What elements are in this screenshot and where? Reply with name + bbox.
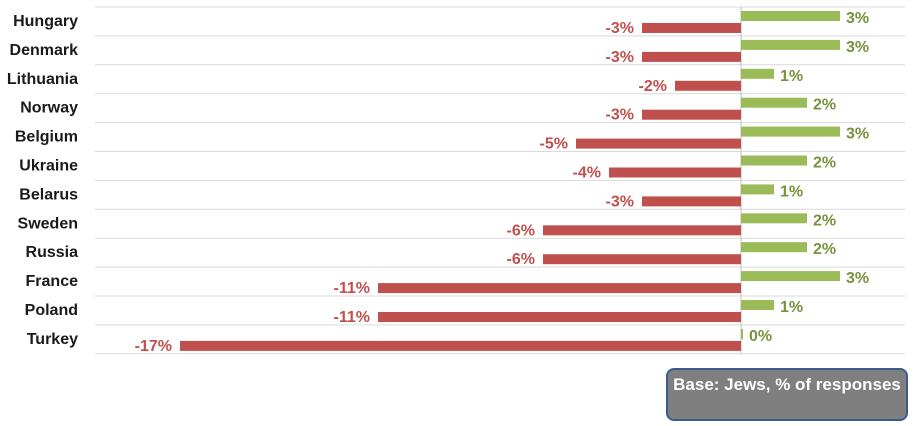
- positive-data-label: 3%: [846, 39, 869, 56]
- category-label: Hungary: [13, 13, 78, 30]
- category-label: Belarus: [19, 186, 78, 203]
- note-box: Base: Jews, % of responses: [666, 368, 908, 421]
- negative-data-label: -11%: [334, 280, 370, 297]
- category-label: Ukraine: [19, 158, 78, 175]
- negative-data-label: -2%: [639, 78, 667, 95]
- category-label: Denmark: [10, 42, 79, 59]
- positive-data-label: 0%: [749, 328, 772, 345]
- positive-data-label: 3%: [846, 10, 869, 27]
- negative-data-label: -3%: [606, 107, 634, 124]
- positive-bar: [741, 68, 774, 79]
- positive-data-label: 1%: [780, 183, 803, 200]
- negative-bar: [576, 138, 741, 149]
- positive-bar: [741, 328, 743, 339]
- positive-data-label: 1%: [780, 68, 803, 85]
- positive-bar: [741, 271, 840, 282]
- positive-bar: [741, 242, 807, 253]
- negative-data-label: -6%: [507, 251, 535, 268]
- positive-data-label: 1%: [780, 299, 803, 316]
- bars-group: [180, 11, 840, 351]
- positive-data-label: 2%: [813, 155, 836, 172]
- negative-bar: [378, 283, 741, 294]
- positive-data-label: 2%: [813, 97, 836, 114]
- category-label: Russia: [26, 244, 79, 261]
- positive-bar: [741, 213, 807, 224]
- negative-bar: [642, 196, 741, 207]
- note-text: Base: Jews, % of responses: [673, 375, 901, 394]
- negative-data-label: -3%: [606, 193, 634, 210]
- negative-data-label: -5%: [540, 136, 568, 153]
- positive-data-label: 2%: [813, 241, 836, 258]
- category-label: Belgium: [15, 129, 78, 146]
- negative-data-label: -6%: [507, 222, 535, 239]
- grid-lines: [95, 6, 905, 355]
- negative-bar: [642, 51, 741, 62]
- positive-bar: [741, 300, 774, 310]
- negative-data-label: -4%: [573, 165, 601, 182]
- positive-bar: [741, 39, 840, 50]
- negative-data-label: -3%: [606, 20, 634, 37]
- negative-bar: [180, 340, 741, 351]
- negative-bar: [378, 312, 741, 322]
- positive-bar: [741, 184, 774, 195]
- negative-bar: [675, 80, 741, 91]
- negative-bar: [609, 167, 741, 178]
- positive-bar: [741, 155, 807, 166]
- category-label: France: [26, 273, 79, 290]
- negative-bar: [543, 225, 741, 236]
- positive-data-label: 2%: [813, 212, 836, 229]
- positive-bar: [741, 11, 840, 21]
- positive-data-label: 3%: [846, 270, 869, 287]
- positive-data-label: 3%: [846, 126, 869, 143]
- negative-data-label: -3%: [606, 49, 634, 66]
- category-label: Poland: [25, 302, 78, 319]
- negative-data-label: -11%: [334, 309, 370, 326]
- positive-bar: [741, 97, 807, 108]
- negative-bar: [642, 23, 741, 33]
- category-label: Lithuania: [7, 71, 78, 88]
- category-label: Turkey: [27, 331, 78, 348]
- negative-bar: [642, 109, 741, 120]
- negative-bar: [543, 254, 741, 265]
- category-label: Norway: [20, 100, 78, 117]
- category-label: Sweden: [18, 215, 78, 232]
- positive-bar: [741, 126, 840, 137]
- labels-group: Hungary 3% -3% Denmark 3% -3% Lithuania 1% -2% No…: [7, 10, 869, 355]
- negative-data-label: -17%: [135, 338, 172, 355]
